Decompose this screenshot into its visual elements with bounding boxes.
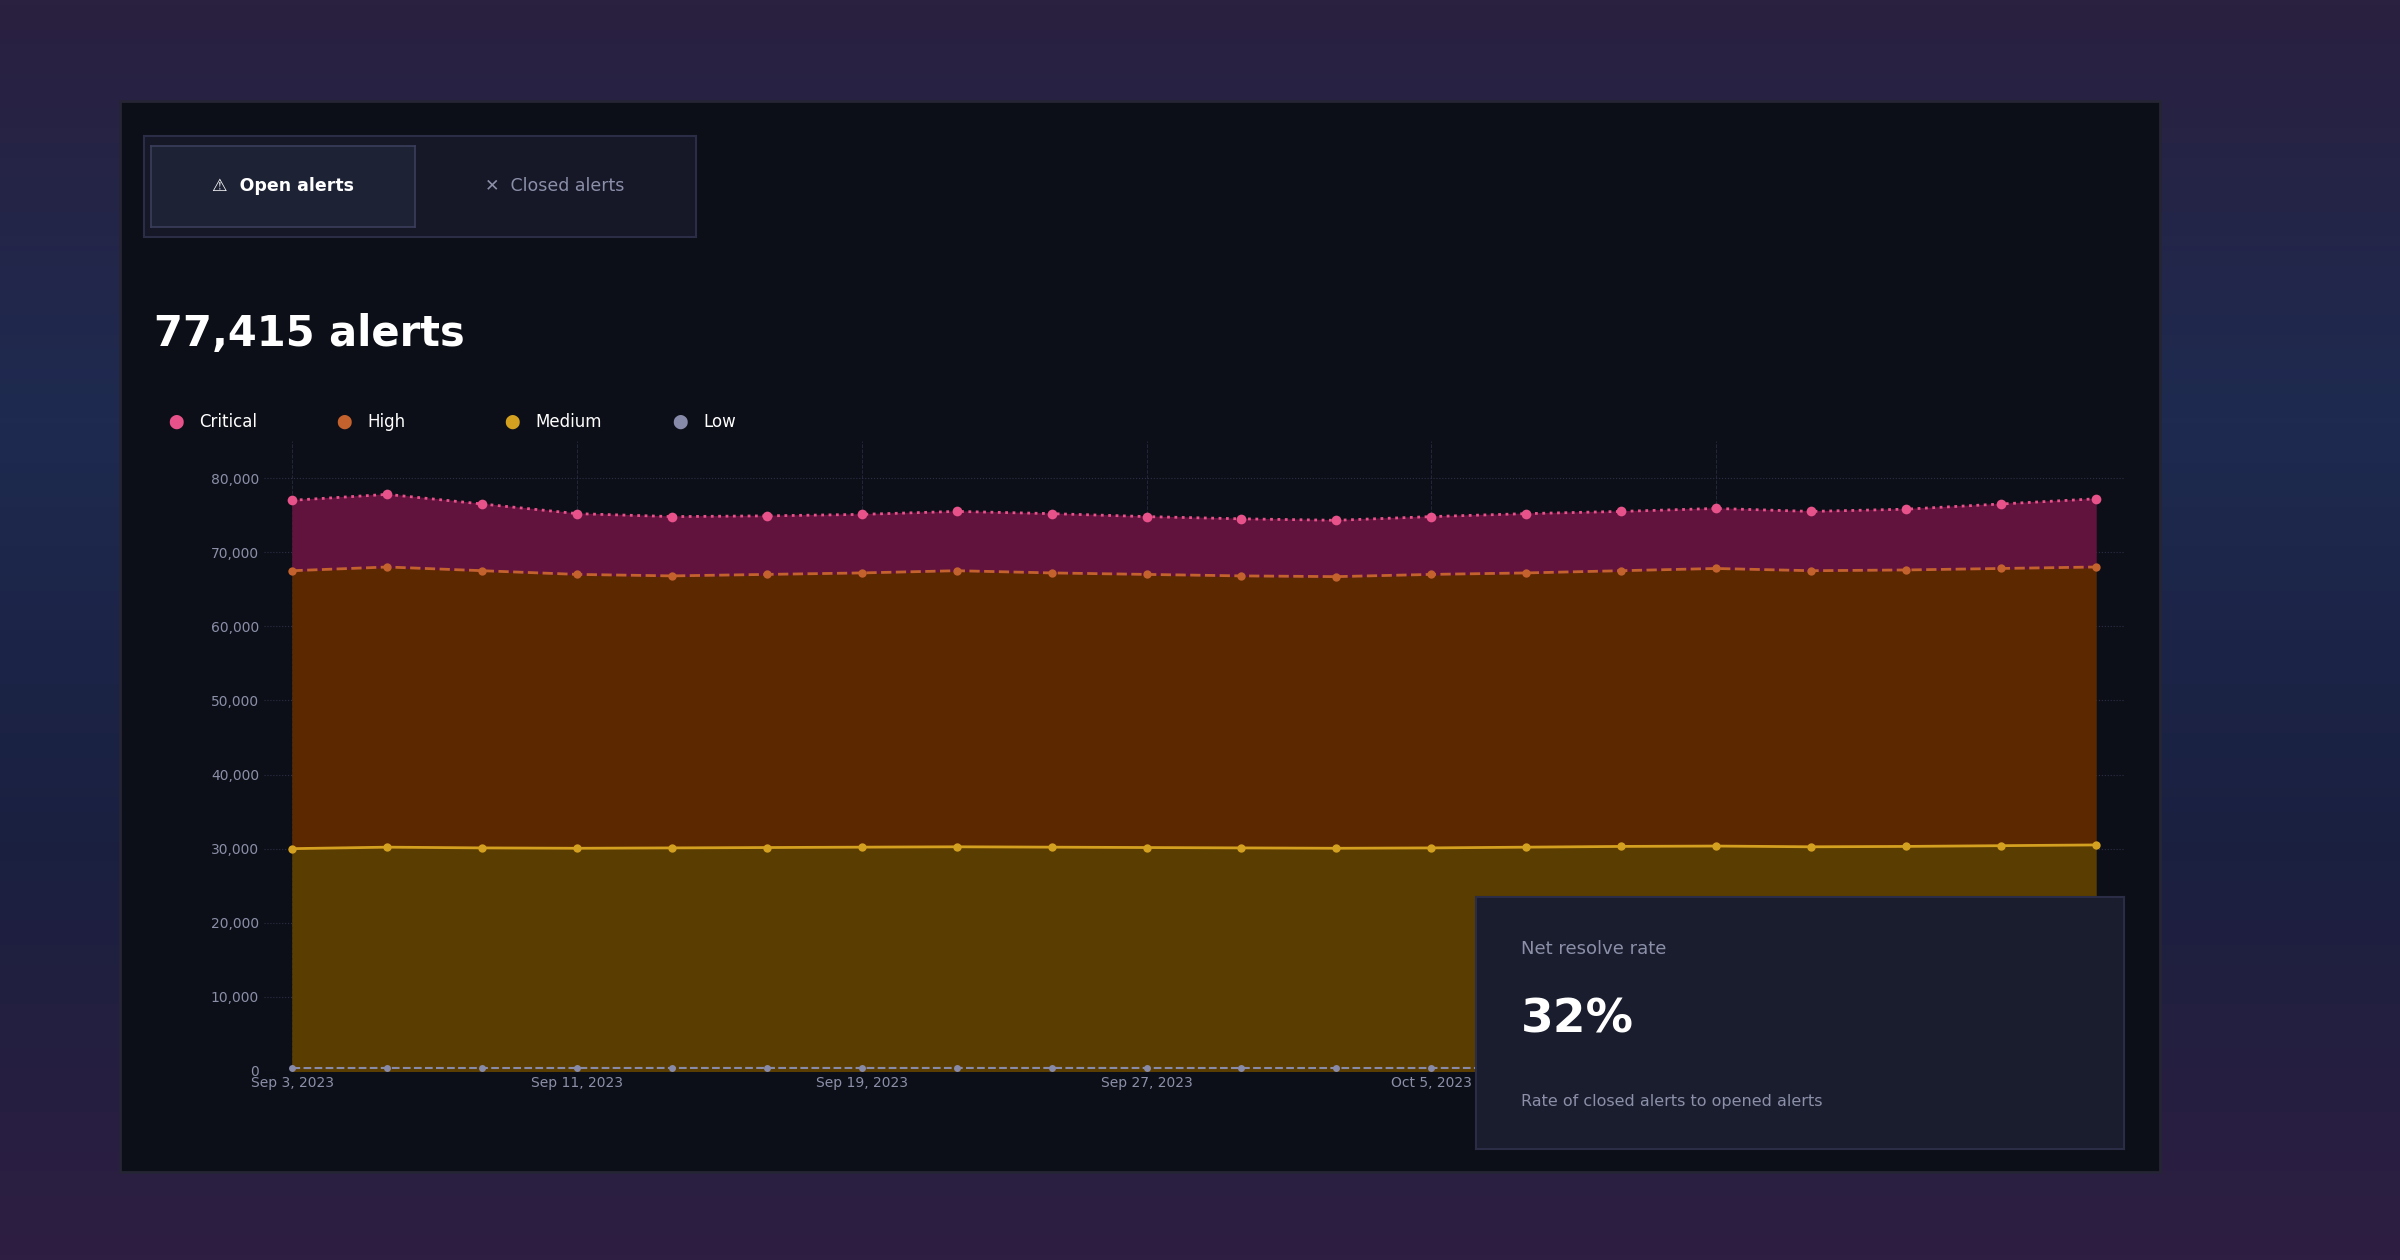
Text: Critical: Critical <box>199 413 257 431</box>
Text: ⚠  Open alerts: ⚠ Open alerts <box>211 178 355 195</box>
Text: High: High <box>367 413 406 431</box>
Text: 32%: 32% <box>1522 998 1634 1043</box>
Text: ⬤: ⬤ <box>672 415 686 430</box>
Text: ⬤: ⬤ <box>336 415 350 430</box>
Text: Rate of closed alerts to opened alerts: Rate of closed alerts to opened alerts <box>1522 1094 1824 1109</box>
Text: Medium: Medium <box>535 413 602 431</box>
Text: Low: Low <box>703 413 737 431</box>
Text: ⬤: ⬤ <box>168 415 182 430</box>
Text: Net resolve rate: Net resolve rate <box>1522 940 1666 958</box>
Text: ⬤: ⬤ <box>504 415 518 430</box>
Text: ✕  Closed alerts: ✕ Closed alerts <box>485 178 624 195</box>
Text: 77,415 alerts: 77,415 alerts <box>154 312 463 355</box>
